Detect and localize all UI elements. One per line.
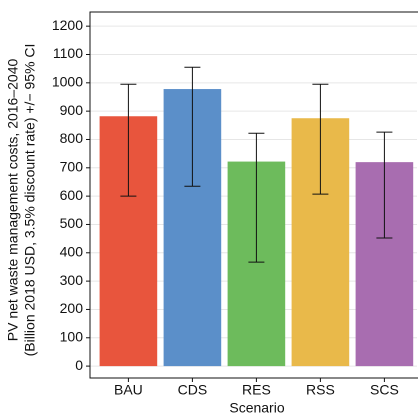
y-tick-label: 900 <box>60 102 84 118</box>
y-axis-label: (Billion 2018 USD, 3.5% discount rate) +… <box>22 44 38 357</box>
y-tick-label: 1000 <box>52 74 83 90</box>
x-tick-label: SCS <box>370 382 399 398</box>
y-tick-label: 500 <box>60 215 84 231</box>
y-tick-label: 400 <box>60 243 84 259</box>
y-tick-label: 0 <box>75 357 83 373</box>
plot-frame <box>89 11 418 379</box>
y-tick-label: 1100 <box>53 45 83 61</box>
y-tick-label: 800 <box>60 130 84 146</box>
y-tick-label: 1200 <box>52 17 83 33</box>
y-tick-label: 700 <box>60 159 84 175</box>
y-axis-label: PV net waste management costs, 2016–2040 <box>5 59 21 342</box>
x-tick-label: CDS <box>178 382 208 398</box>
x-tick-label: BAU <box>114 382 143 398</box>
y-tick-label: 100 <box>60 328 84 344</box>
y-tick-label: 600 <box>60 187 84 203</box>
x-tick-label: RES <box>242 382 271 398</box>
x-axis-label: Scenario <box>229 400 284 416</box>
y-tick-label: 200 <box>60 300 84 316</box>
x-tick-label: RSS <box>306 382 335 398</box>
y-tick-label: 300 <box>60 272 84 288</box>
